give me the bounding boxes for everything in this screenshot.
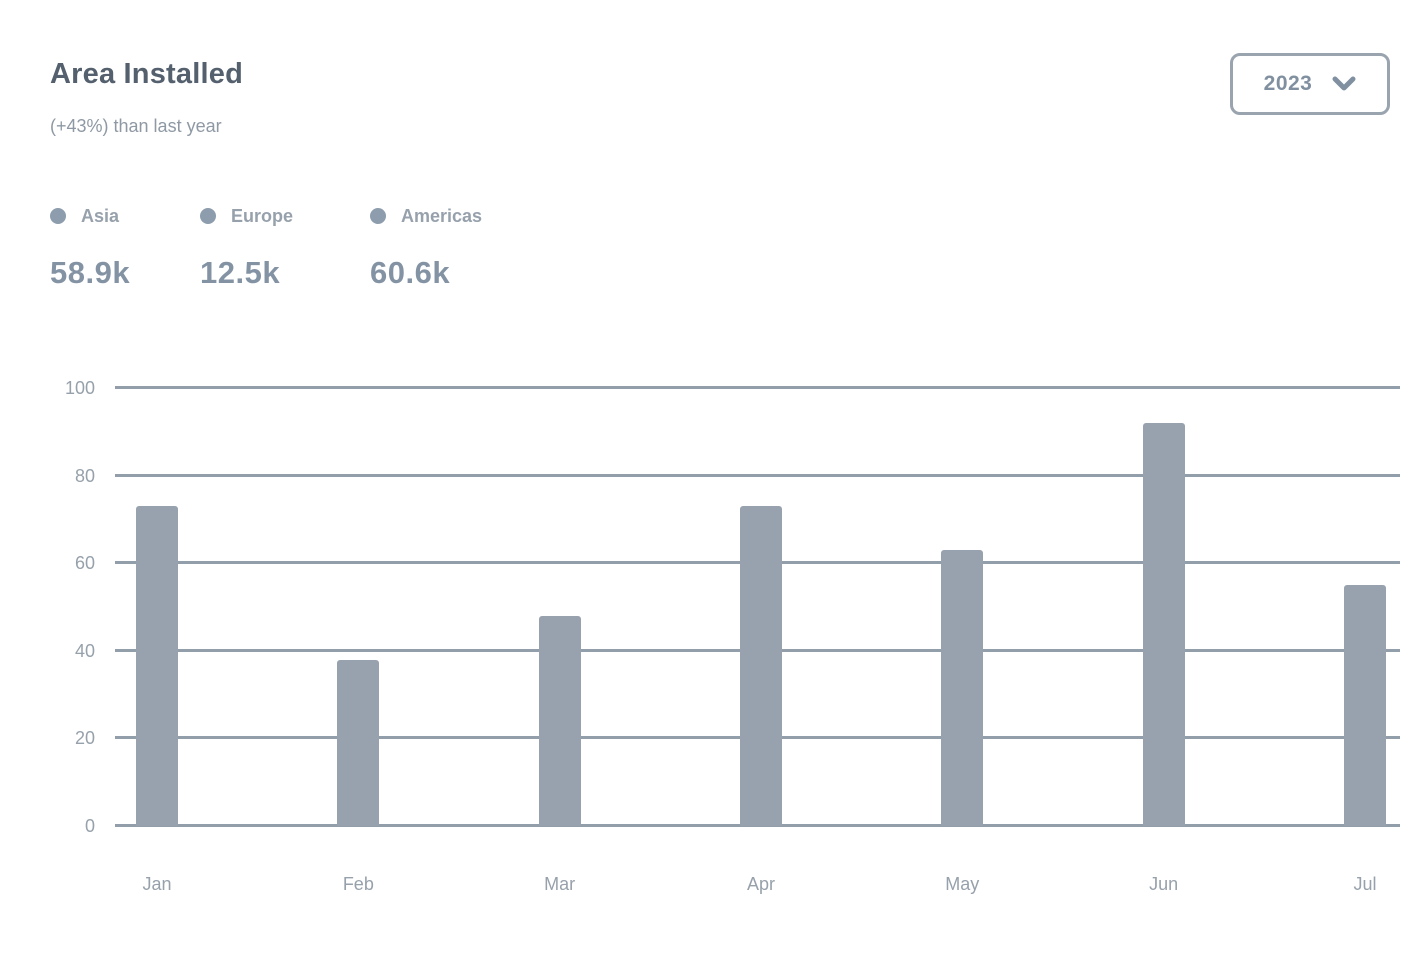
legend: Asia 58.9k Europe 12.5k Americas 60.6k	[50, 203, 482, 291]
x-tick-label: Apr	[746, 874, 775, 894]
y-tick-label: 80	[74, 465, 95, 486]
y-tick-label: 40	[74, 640, 95, 661]
bar-chart	[115, 386, 1400, 827]
page-title: Area Installed	[50, 58, 243, 90]
legend-item-americas[interactable]: Americas 60.6k	[370, 203, 482, 291]
y-tick-label: 20	[74, 728, 95, 749]
legend-label: Asia	[81, 205, 120, 226]
legend-dot-icon	[200, 208, 216, 224]
x-tick-label: Mar	[544, 874, 576, 894]
bar-jun[interactable]	[1142, 423, 1185, 826]
bar-jan[interactable]	[136, 506, 178, 826]
bar-feb[interactable]	[337, 659, 380, 826]
year-selector-value: 2023	[1263, 72, 1313, 95]
y-tick-label: 0	[84, 816, 95, 836]
bars	[136, 388, 1386, 826]
legend-value: 58.9k	[50, 255, 131, 290]
x-axis-labels: Jan Feb Mar Apr May Jun Jul	[136, 874, 1386, 895]
bar-mar[interactable]	[538, 615, 581, 826]
x-tick-label: Feb	[342, 874, 374, 894]
legend-dot-icon	[50, 208, 66, 224]
year-selector[interactable]: 2023	[1230, 53, 1390, 115]
legend-label: Europe	[231, 205, 294, 226]
x-tick-label: Jun	[1149, 874, 1179, 894]
bar-jul[interactable]	[1343, 585, 1386, 826]
y-tick-label: 100	[64, 378, 95, 398]
subtitle: (+43%) than last year	[50, 116, 222, 136]
bar-apr[interactable]	[739, 506, 782, 826]
legend-value: 12.5k	[200, 255, 281, 290]
legend-item-asia[interactable]: Asia 58.9k	[50, 203, 200, 291]
legend-dot-icon	[370, 208, 386, 224]
y-axis-labels: 0 20 40 60 80 100	[50, 379, 95, 835]
legend-value: 60.6k	[370, 255, 451, 290]
gridline	[115, 386, 1400, 389]
legend-item-europe[interactable]: Europe 12.5k	[200, 203, 370, 291]
legend-label: Americas	[401, 205, 483, 226]
bar-may[interactable]	[941, 550, 984, 826]
y-tick-label: 60	[74, 553, 95, 574]
x-tick-label: May	[945, 874, 980, 894]
x-tick-label: Jan	[142, 874, 172, 894]
chevron-down-icon	[1332, 76, 1356, 91]
gridline	[115, 473, 1400, 477]
x-tick-label: Jul	[1353, 874, 1377, 894]
